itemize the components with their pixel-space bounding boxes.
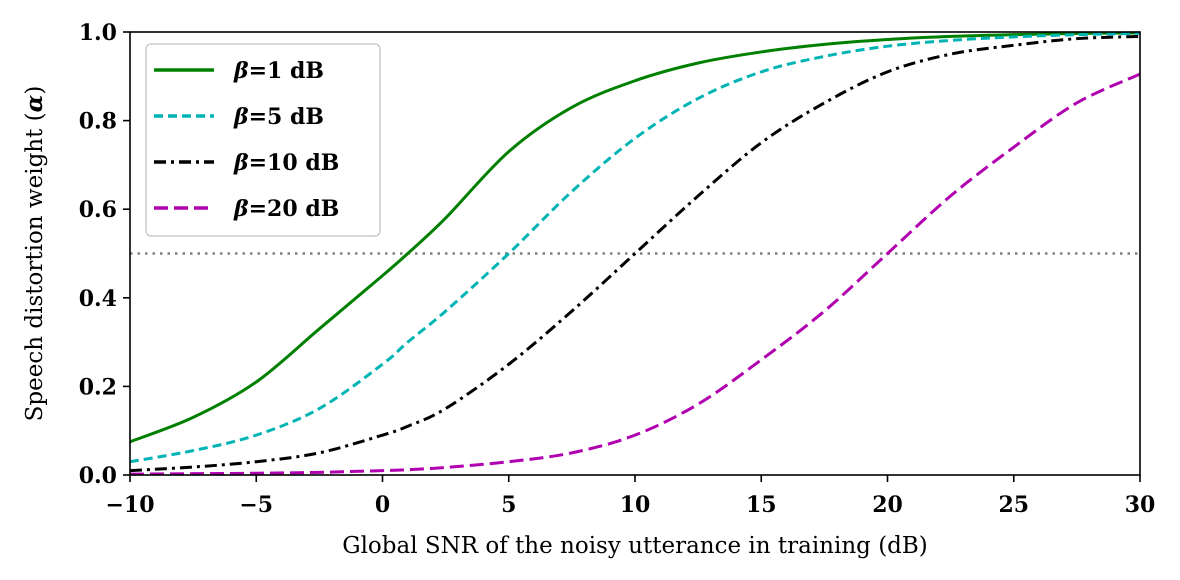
- x-tick-label: −10: [105, 492, 154, 518]
- legend-label-text: =20 dB: [249, 196, 340, 222]
- y-tick-label: 0.6: [79, 197, 117, 223]
- x-tick-label: 5: [501, 492, 516, 518]
- x-axis-label: Global SNR of the noisy utterance in tra…: [342, 533, 928, 559]
- legend-label-1: β=5 dB: [233, 104, 324, 130]
- x-tick-label: 10: [620, 492, 651, 518]
- x-tick-label: 25: [998, 492, 1029, 518]
- x-tick-label: 20: [872, 492, 903, 518]
- y-axis-label-text: Speech distortion weight (: [22, 112, 48, 421]
- series-line-3: [129, 72, 1141, 476]
- y-axis-label: Speech distortion weight (α): [21, 86, 48, 422]
- legend-label-text: =1 dB: [249, 58, 324, 84]
- legend-label-0: β=1 dB: [233, 58, 324, 84]
- y-tick-label: 0.8: [79, 109, 117, 135]
- legend-label-symbol: β: [233, 196, 249, 222]
- y-tick-label: 1.0: [79, 20, 117, 46]
- legend-label-symbol: β: [233, 104, 249, 130]
- x-tick-label: 0: [375, 492, 390, 518]
- legend-box: [145, 43, 381, 237]
- y-axis-label-symbol: α: [21, 94, 48, 112]
- y-tick-label: 0.0: [79, 463, 117, 489]
- y-tick-label: 0.4: [79, 286, 117, 312]
- x-tick-label: −5: [239, 492, 273, 518]
- legend-label-symbol: β: [233, 150, 249, 176]
- y-axis-label-suffix: ): [22, 86, 48, 95]
- legend-label-symbol: β: [233, 58, 249, 84]
- legend-label-3: β=20 dB: [233, 196, 339, 222]
- series-line-0: [129, 31, 1141, 444]
- legend-label-2: β=10 dB: [233, 150, 339, 176]
- legend-label-text: =5 dB: [249, 104, 324, 130]
- series-line-1: [129, 31, 1141, 464]
- legend-label-text: =10 dB: [249, 150, 340, 176]
- y-tick-label: 0.2: [79, 374, 117, 400]
- x-tick-label: 15: [746, 492, 777, 518]
- x-tick-label: 30: [1125, 492, 1156, 518]
